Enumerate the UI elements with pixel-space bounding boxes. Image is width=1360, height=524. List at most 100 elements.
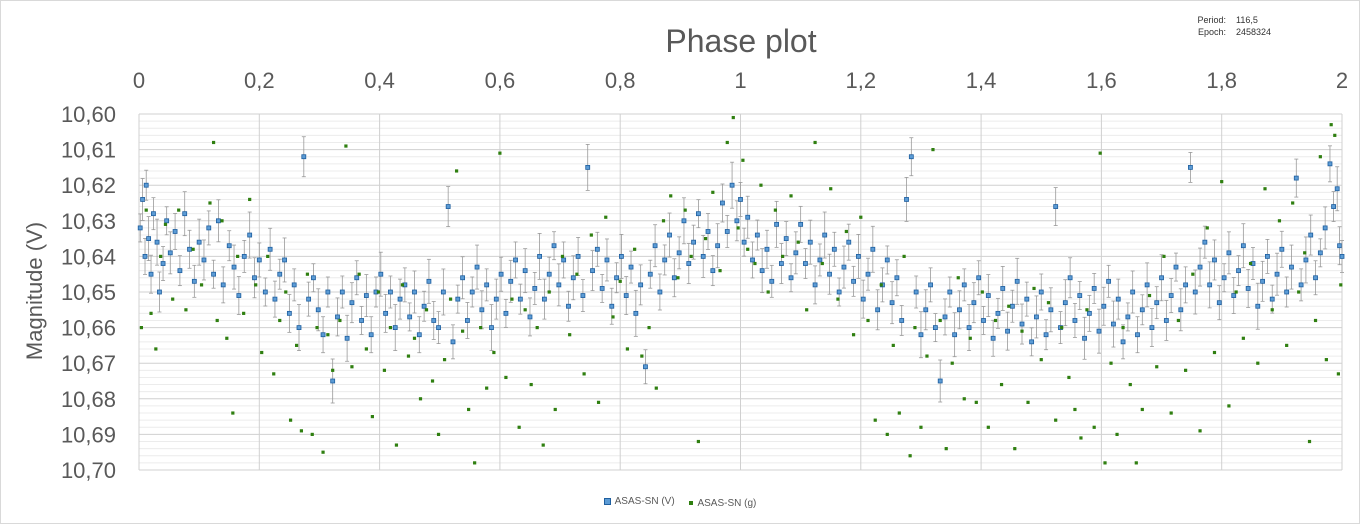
- data-point-v: [469, 289, 475, 295]
- data-point-v: [961, 282, 967, 288]
- data-point-v: [971, 300, 977, 306]
- data-point-v: [1289, 264, 1294, 270]
- data-point-v: [628, 264, 634, 270]
- series-asas-sn-g: [139, 115, 1343, 465]
- data-point-v: [1096, 328, 1102, 334]
- data-point-v: [489, 325, 494, 331]
- data-point-v: [1197, 264, 1203, 270]
- data-point-v: [196, 239, 202, 245]
- data-point-g: [575, 272, 579, 276]
- data-point-v: [349, 300, 355, 306]
- data-point-v: [1067, 275, 1073, 281]
- data-point-v: [146, 236, 152, 242]
- x-axis-ticks: 0 0,2 0,4 0,6 0,8 1 1,2 1,4 1,6 1,8 2: [133, 68, 1348, 93]
- data-point-v: [894, 275, 900, 281]
- data-point-v: [465, 318, 470, 323]
- data-point-v: [388, 289, 393, 295]
- data-point-g: [766, 290, 770, 294]
- data-point-v: [671, 275, 677, 281]
- data-point-g: [236, 254, 240, 258]
- y-tick-label: 10,60: [61, 102, 116, 127]
- chart-title: Phase plot: [665, 23, 816, 59]
- data-point-g: [199, 283, 204, 287]
- data-point-v: [1111, 321, 1116, 327]
- data-point-g: [1285, 343, 1289, 347]
- data-point-g: [184, 308, 188, 312]
- data-point-v: [932, 325, 938, 331]
- data-point-g: [759, 183, 763, 187]
- data-point-g: [859, 215, 863, 219]
- data-point-v: [1327, 161, 1333, 167]
- data-point-v: [1240, 243, 1246, 249]
- epoch-value: 2458324: [1236, 27, 1272, 37]
- data-point-v: [594, 246, 600, 252]
- x-tick-label: 0,6: [485, 68, 516, 93]
- data-point-g: [902, 254, 906, 258]
- legend-item-v: ASAS-SN (V): [603, 496, 675, 507]
- data-point-v: [296, 325, 302, 331]
- data-point-g: [529, 382, 533, 387]
- epoch-label: Epoch:: [1197, 27, 1226, 37]
- data-point-v: [1159, 275, 1164, 281]
- data-point-g: [370, 415, 374, 419]
- data-point-v: [691, 239, 696, 245]
- data-point-v: [827, 271, 832, 277]
- data-point-v: [537, 253, 542, 259]
- y-tick-label: 10,64: [61, 244, 116, 269]
- data-point-g: [879, 283, 883, 287]
- data-point-v: [140, 197, 146, 202]
- data-point-v: [426, 278, 432, 284]
- data-point-v: [759, 268, 765, 274]
- data-point-v: [1303, 257, 1309, 263]
- data-point-v: [359, 318, 364, 323]
- data-point-v: [923, 307, 929, 313]
- data-point-v: [1048, 307, 1054, 313]
- data-point-g: [1324, 358, 1328, 362]
- data-point-v: [1337, 243, 1342, 249]
- data-point-v: [807, 239, 813, 245]
- data-point-g: [604, 215, 608, 219]
- data-point-g: [582, 372, 586, 376]
- data-point-v: [474, 264, 480, 270]
- data-point-g: [376, 290, 380, 294]
- data-point-v: [724, 229, 730, 234]
- data-point-v: [774, 221, 779, 227]
- data-point-v: [913, 289, 919, 295]
- data-point-v: [282, 257, 287, 263]
- data-point-v: [503, 310, 509, 316]
- data-point-g: [163, 222, 168, 226]
- data-point-g: [931, 148, 935, 152]
- data-point-v: [609, 303, 615, 309]
- data-point-g: [908, 454, 912, 458]
- data-point-g: [326, 333, 330, 337]
- data-point-g: [288, 418, 293, 422]
- data-point-v: [431, 318, 437, 323]
- data-point-v: [851, 278, 856, 284]
- data-point-v: [1029, 339, 1035, 345]
- data-point-v: [1221, 275, 1227, 281]
- data-point-v: [1125, 314, 1131, 320]
- data-point-v: [870, 246, 876, 252]
- data-point-v: [484, 282, 490, 288]
- data-point-g: [1134, 461, 1138, 465]
- data-point-v: [745, 214, 751, 220]
- data-point-g: [278, 318, 282, 323]
- data-point-v: [344, 335, 350, 341]
- data-point-v: [841, 264, 847, 270]
- data-point-g: [596, 400, 601, 404]
- data-point-v: [1339, 253, 1345, 259]
- data-point-g: [1220, 180, 1224, 184]
- data-point-v: [889, 300, 895, 306]
- data-point-v: [734, 218, 740, 224]
- data-point-v: [1144, 282, 1150, 288]
- data-point-v: [764, 246, 770, 252]
- data-point-g: [364, 347, 368, 351]
- data-point-v: [575, 253, 581, 259]
- data-point-g: [1109, 361, 1113, 365]
- data-point-v: [976, 275, 982, 281]
- data-point-v: [546, 271, 552, 277]
- data-point-v: [715, 243, 721, 249]
- data-point-v: [187, 246, 192, 252]
- data-point-v: [1009, 303, 1015, 309]
